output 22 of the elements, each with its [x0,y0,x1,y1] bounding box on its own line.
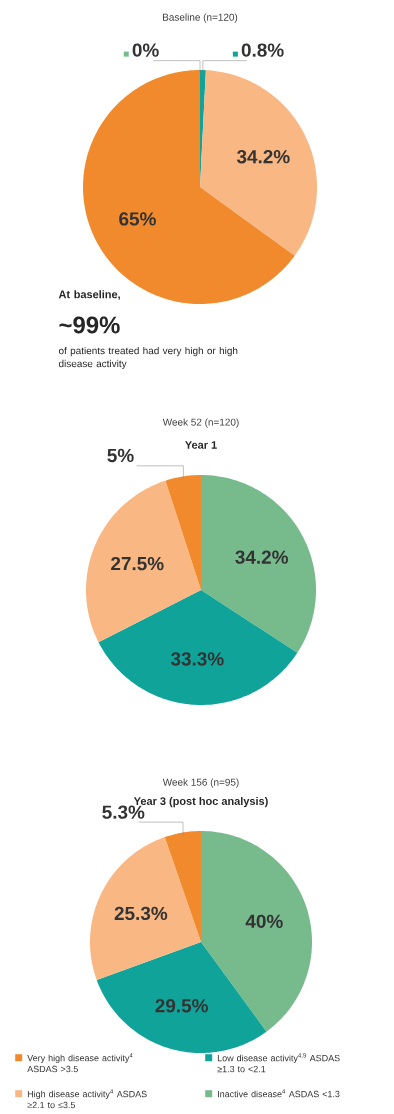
data-label: 29.5% [155,999,208,1013]
text: ~99% [59,316,120,334]
category-label: High disease activity$^{4}$ ASDAS ≥2.1 to ≤3.5 [27,1089,147,1109]
category-label: Very high disease activity$^{4}$ ASDAS >3.5 [27,1053,133,1073]
data-label: 34.2% [235,550,288,564]
chart-title: Week 52 (n=120) [162,418,239,428]
text: 0% [132,43,159,57]
category-label: Low disease activity$^{4,9}$ ASDAS ≥1.3 to <2.1 [217,1053,340,1073]
data-label: 0.8% [241,43,284,57]
data-label: 25.3% [114,906,168,921]
data-label: 34.2% [236,150,290,164]
data-label: 27.5% [111,556,164,571]
text: At baseline, [58,290,120,300]
data-label: 40% [245,914,283,929]
data-label: 65% [119,212,156,226]
chart-subtitle: Year 1 [185,441,217,449]
chart-title: Week 156 (n=95) [162,778,239,788]
data-label: 5% [107,448,134,463]
legend-label: Inactive disease$^{4}$ ASDAS <1.3 [218,1089,340,1098]
chart-title: Baseline (n=120) [163,13,238,23]
text: of patients treated had very high or high disease activity [58,346,238,370]
data-label: 33.3% [170,652,224,666]
